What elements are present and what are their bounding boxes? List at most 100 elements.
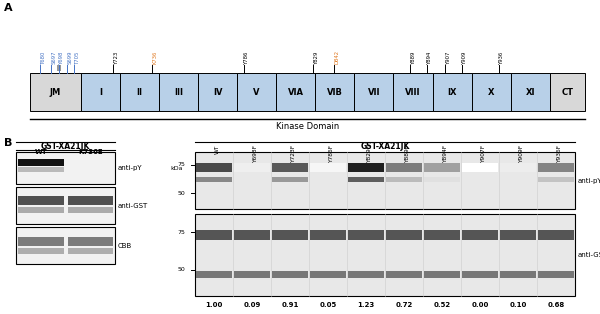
Text: GST-XA21JK: GST-XA21JK [41, 142, 90, 151]
Text: 0.05: 0.05 [319, 302, 337, 308]
Text: Y909: Y909 [462, 51, 467, 64]
Bar [386, 176, 422, 182]
Bar [81, 73, 120, 111]
Bar [67, 196, 113, 205]
Bar [500, 271, 536, 278]
Text: Y829: Y829 [314, 51, 319, 64]
Text: Y894F: Y894F [443, 145, 448, 163]
Bar [16, 227, 115, 264]
Text: V: V [253, 88, 260, 97]
Text: CBB: CBB [118, 242, 132, 248]
Text: A: A [4, 3, 13, 13]
Bar [310, 163, 346, 172]
Bar [462, 271, 498, 278]
Text: K736: K736 [152, 51, 158, 64]
Text: 1.00: 1.00 [205, 302, 223, 308]
Text: II: II [136, 88, 142, 97]
Bar [272, 230, 308, 240]
Bar [272, 176, 308, 182]
Bar [538, 176, 574, 182]
Text: X: X [488, 88, 494, 97]
Text: 75: 75 [177, 162, 185, 167]
Bar [18, 237, 64, 246]
Bar [120, 73, 159, 111]
Text: K736E: K736E [78, 149, 103, 155]
Bar [237, 73, 276, 111]
Bar [424, 163, 460, 172]
Text: 75: 75 [177, 230, 185, 235]
Bar [196, 230, 232, 240]
Text: VII: VII [368, 88, 380, 97]
Text: Kinase Domain: Kinase Domain [276, 122, 339, 131]
Bar [348, 230, 384, 240]
Text: anti-pY: anti-pY [118, 165, 143, 171]
Text: VIB: VIB [327, 88, 343, 97]
Bar [462, 163, 498, 172]
Text: CT: CT [562, 88, 574, 97]
Text: 50: 50 [177, 267, 185, 272]
Bar [16, 187, 115, 224]
Text: Y723F: Y723F [291, 145, 296, 163]
Text: WT: WT [34, 149, 47, 155]
Text: T680: T680 [40, 51, 46, 64]
Text: VIII: VIII [405, 88, 421, 97]
Bar [348, 163, 384, 172]
Bar [195, 214, 575, 296]
Bar [538, 271, 574, 278]
Bar [159, 73, 198, 111]
Bar [511, 73, 550, 111]
Text: 0.10: 0.10 [509, 302, 527, 308]
Bar [538, 230, 574, 240]
Bar [234, 230, 270, 240]
Text: VIA: VIA [288, 88, 304, 97]
Bar [316, 73, 355, 111]
Text: GST-XA21JK: GST-XA21JK [361, 142, 410, 151]
Bar [550, 73, 585, 111]
Bar [394, 73, 433, 111]
Text: 1.23: 1.23 [358, 302, 374, 308]
Text: Y698F: Y698F [253, 145, 258, 163]
Text: D842: D842 [335, 50, 340, 64]
Bar [348, 271, 384, 278]
Text: Y894: Y894 [427, 51, 433, 64]
Bar [234, 271, 270, 278]
Text: 0.91: 0.91 [281, 302, 299, 308]
Bar [272, 271, 308, 278]
Text: anti-GST: anti-GST [578, 252, 600, 258]
Text: Y786: Y786 [244, 51, 249, 64]
Bar [433, 73, 472, 111]
Bar [67, 207, 113, 213]
Text: III: III [174, 88, 183, 97]
Text: Y698: Y698 [59, 51, 64, 64]
Bar [196, 163, 232, 172]
Text: S697: S697 [52, 51, 56, 64]
Bar [500, 163, 536, 172]
Bar [58, 65, 61, 71]
Text: Y889F: Y889F [405, 145, 410, 163]
Bar [18, 207, 64, 213]
Text: JM: JM [50, 88, 61, 97]
Bar [67, 237, 113, 246]
Text: XI: XI [526, 88, 535, 97]
Text: 0.00: 0.00 [472, 302, 488, 308]
Bar [310, 230, 346, 240]
Bar [276, 73, 316, 111]
Text: IV: IV [213, 88, 223, 97]
Text: Y909F: Y909F [519, 145, 524, 163]
Bar [67, 248, 113, 254]
Text: Y936: Y936 [499, 51, 505, 64]
Bar [386, 230, 422, 240]
Text: Y936F: Y936F [557, 145, 562, 163]
Bar [272, 163, 308, 172]
Text: B: B [4, 138, 13, 148]
Text: Y907F: Y907F [481, 145, 486, 163]
Bar [18, 160, 64, 166]
Bar [355, 73, 394, 111]
Bar [424, 176, 460, 182]
Bar [424, 230, 460, 240]
Bar [30, 73, 81, 111]
Bar [16, 152, 115, 184]
Text: anti-pY: anti-pY [578, 177, 600, 183]
Text: Y786F: Y786F [329, 145, 334, 163]
Text: 0.68: 0.68 [547, 302, 565, 308]
